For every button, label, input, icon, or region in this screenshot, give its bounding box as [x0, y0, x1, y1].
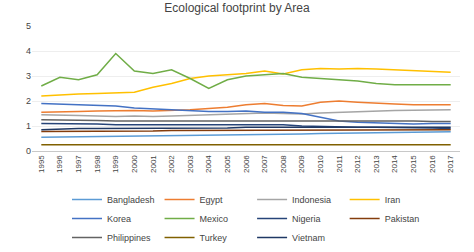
- svg-text:1996: 1996: [56, 155, 65, 173]
- svg-text:2000: 2000: [130, 155, 139, 173]
- svg-text:Ecological footprint by Area: Ecological footprint by Area: [164, 1, 310, 15]
- svg-text:1998: 1998: [93, 155, 102, 173]
- svg-text:2008: 2008: [279, 155, 288, 173]
- svg-text:4: 4: [26, 46, 31, 56]
- svg-text:1997: 1997: [74, 155, 83, 173]
- svg-text:2: 2: [26, 96, 31, 106]
- svg-text:1: 1: [26, 121, 31, 131]
- svg-text:2010: 2010: [316, 155, 325, 173]
- svg-text:2012: 2012: [353, 155, 362, 173]
- svg-text:2016: 2016: [428, 155, 437, 173]
- svg-text:Iran: Iran: [385, 195, 401, 205]
- svg-text:2015: 2015: [409, 155, 418, 173]
- svg-text:1995: 1995: [37, 155, 46, 173]
- svg-text:2003: 2003: [186, 155, 195, 173]
- svg-text:5: 5: [26, 21, 31, 31]
- svg-text:Pakistan: Pakistan: [385, 214, 420, 224]
- svg-text:Bangladesh: Bangladesh: [107, 195, 155, 205]
- svg-text:Vietnam: Vietnam: [292, 233, 325, 243]
- svg-text:2006: 2006: [242, 155, 251, 173]
- svg-text:1999: 1999: [111, 155, 120, 173]
- svg-text:2013: 2013: [372, 155, 381, 173]
- svg-text:Egypt: Egypt: [200, 195, 224, 205]
- svg-text:Turkey: Turkey: [200, 233, 228, 243]
- svg-text:2001: 2001: [149, 155, 158, 173]
- svg-text:2011: 2011: [335, 155, 344, 173]
- svg-text:0: 0: [26, 146, 31, 156]
- svg-text:2002: 2002: [167, 155, 176, 173]
- svg-text:Nigeria: Nigeria: [292, 214, 321, 224]
- svg-text:2009: 2009: [297, 155, 306, 173]
- svg-text:2014: 2014: [390, 155, 399, 173]
- svg-text:2007: 2007: [260, 155, 269, 173]
- svg-text:Mexico: Mexico: [200, 214, 229, 224]
- svg-text:2004: 2004: [204, 155, 213, 173]
- svg-text:Korea: Korea: [107, 214, 131, 224]
- svg-text:2005: 2005: [223, 155, 232, 173]
- svg-text:3: 3: [26, 71, 31, 81]
- svg-text:2017: 2017: [446, 155, 455, 173]
- svg-text:Philippines: Philippines: [107, 233, 151, 243]
- svg-text:Indonesia: Indonesia: [292, 195, 331, 205]
